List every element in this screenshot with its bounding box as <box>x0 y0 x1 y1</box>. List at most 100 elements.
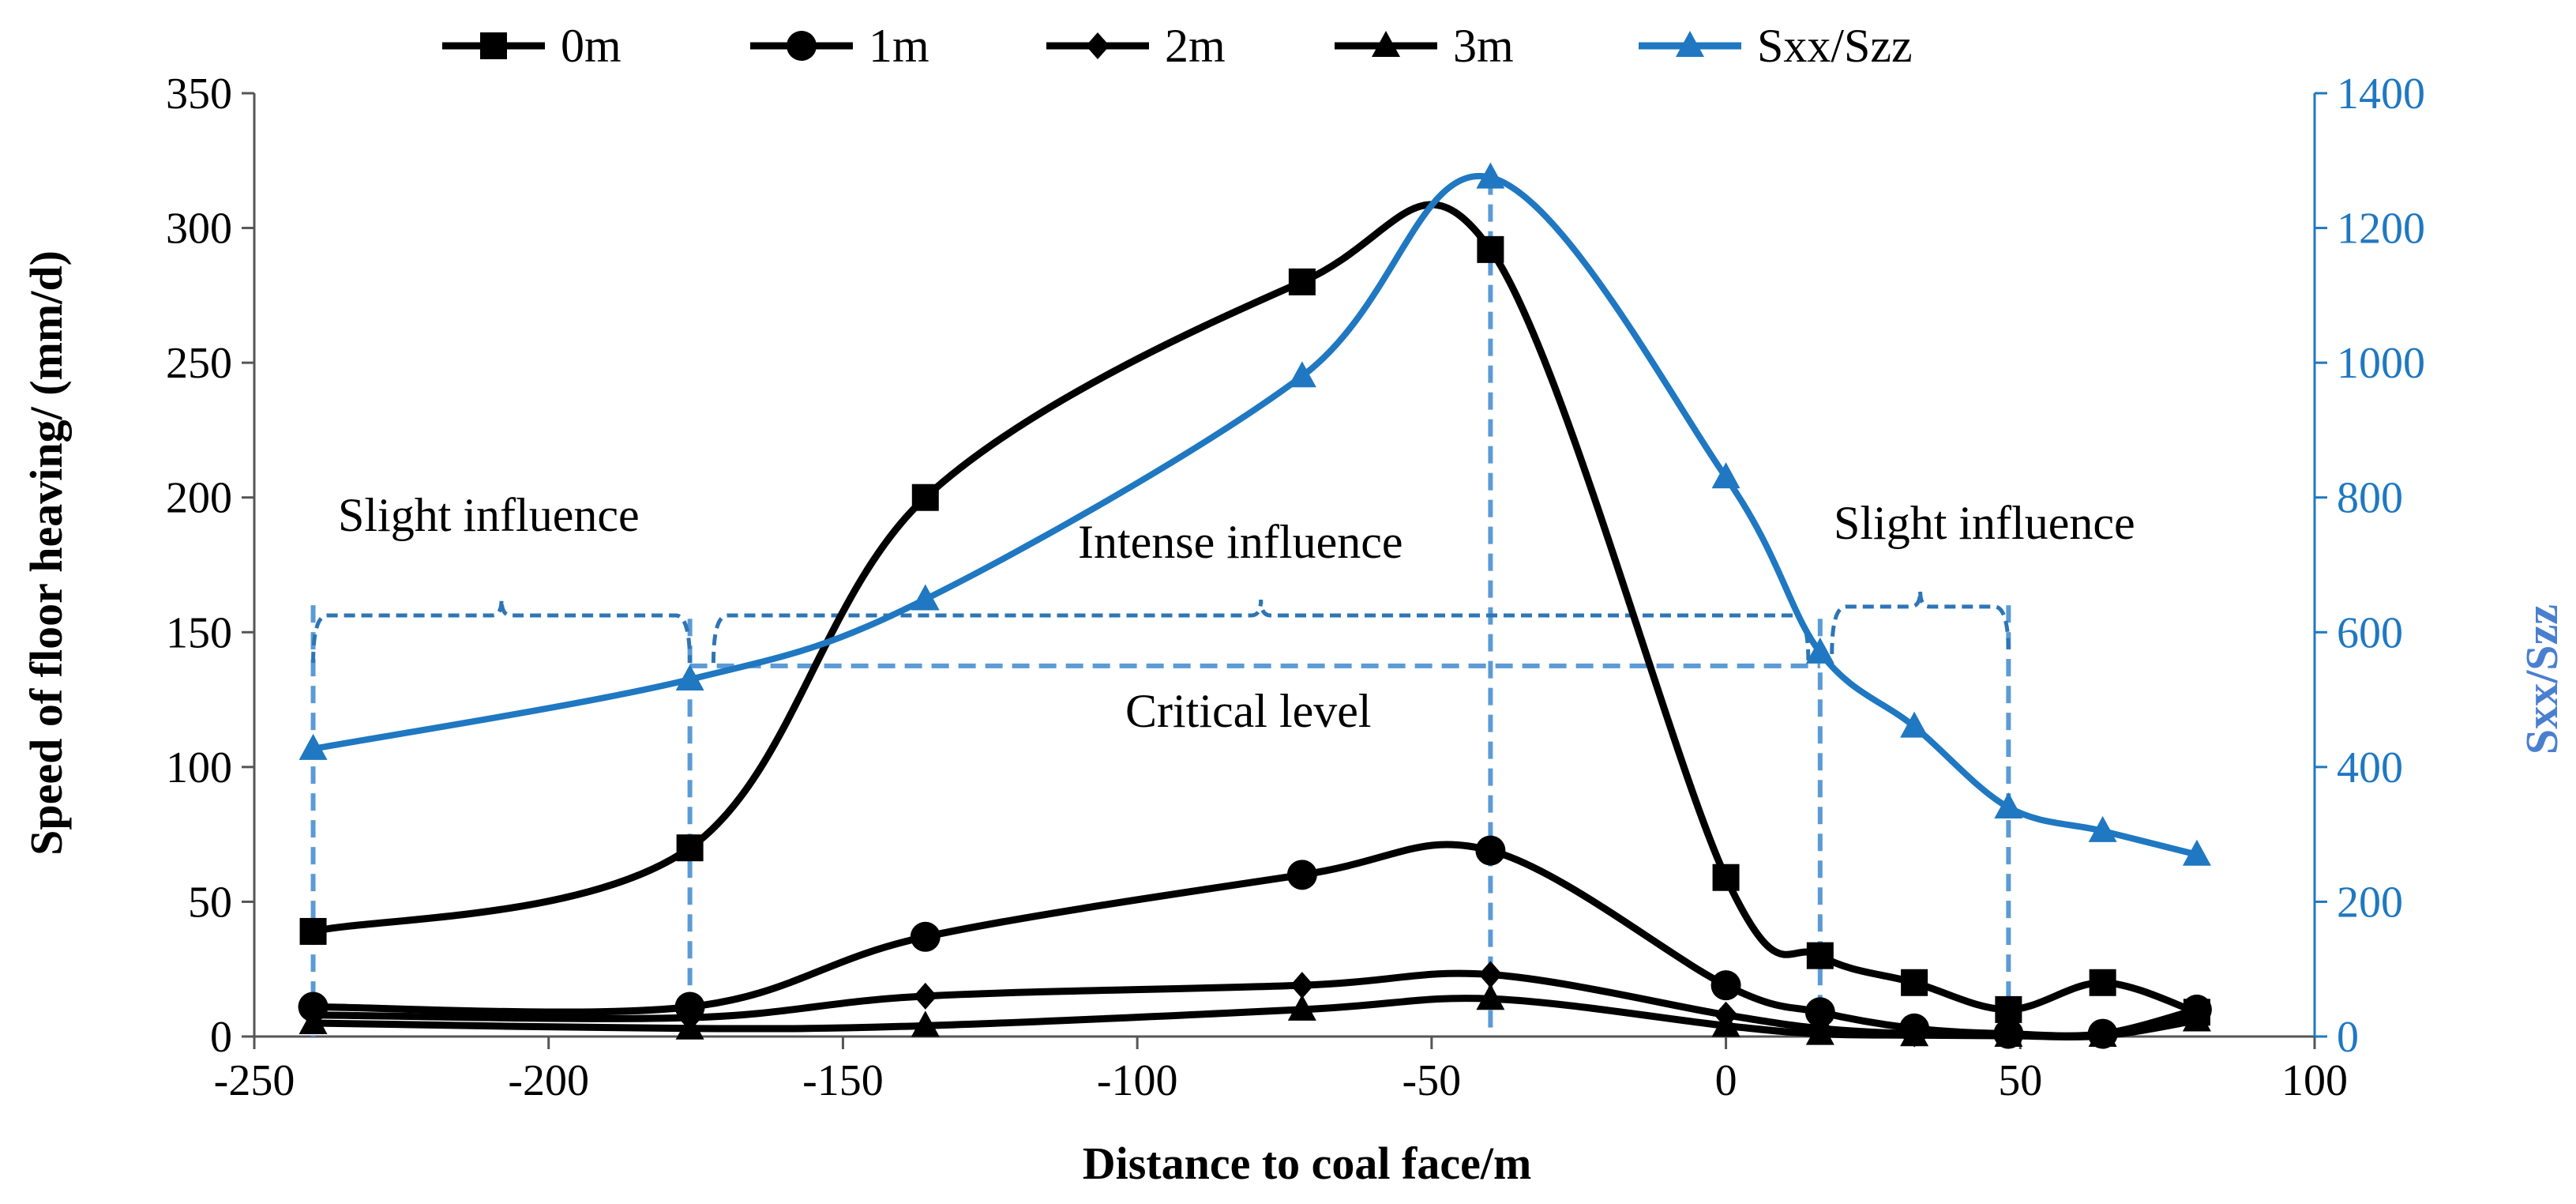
legend-marker <box>1086 32 1110 59</box>
y2-tick-label: 1200 <box>2337 205 2425 254</box>
axes-layer: -250 -200 -150 -100 -50 0 50 100050100150200250… <box>166 70 2425 1105</box>
data-point <box>675 1013 704 1040</box>
x-tick-label: -100 <box>1097 1056 1178 1105</box>
x-tick-label: -200 <box>508 1056 589 1105</box>
annotations-layer: Slight influence Intense influence Sligh… <box>338 489 2135 737</box>
data-point <box>1710 970 1741 1001</box>
legend-item: Sxx/Szz <box>1639 20 1913 72</box>
legend-label: 1m <box>869 20 929 72</box>
data-point <box>910 921 941 952</box>
x-tick-label: 100 <box>2281 1056 2348 1105</box>
series-line <box>312 201 2199 1016</box>
data-point <box>1711 462 1740 489</box>
data-point <box>911 483 939 511</box>
annotation-slight-influence-left: Slight influence <box>338 489 640 541</box>
data-point <box>1478 961 1503 988</box>
legend-item: 2m <box>1046 20 1226 72</box>
y-tick-label: 250 <box>166 339 232 388</box>
y-axis-title: Speed of floor heaving/ (mm/d) <box>21 250 72 856</box>
x-axis-title: Distance to coal face/m <box>1083 1138 1532 1189</box>
annotation-slight-influence-right: Slight influence <box>1834 497 2135 549</box>
x-tick-label: -150 <box>802 1056 884 1105</box>
legend-label: 3m <box>1453 20 1514 72</box>
data-point <box>913 982 937 1010</box>
legend-marker <box>787 31 817 61</box>
data-point <box>911 584 940 611</box>
y-tick-label: 200 <box>166 474 232 523</box>
series-sxxszz <box>299 162 2211 866</box>
data-point <box>1900 1020 1929 1047</box>
data-point <box>299 917 327 945</box>
data-point <box>299 1007 328 1034</box>
y-tick-label: 150 <box>166 608 232 657</box>
legend-item: 3m <box>1335 20 1514 72</box>
data-point <box>1994 1020 2023 1047</box>
influence-brace <box>311 599 693 663</box>
data-point <box>1287 361 1316 388</box>
series-0m <box>299 201 2210 1026</box>
y2-axis-title: Sxx/Szz <box>2516 604 2567 754</box>
data-point <box>2088 815 2117 842</box>
y2-tick-label: 400 <box>2337 743 2403 792</box>
series-layer <box>298 162 2212 1049</box>
data-point <box>1475 835 1506 866</box>
x-tick-label: -250 <box>214 1056 295 1105</box>
data-point <box>675 664 704 690</box>
influence-brace <box>1830 590 2011 654</box>
annotation-critical-level: Critical level <box>1125 685 1372 737</box>
y-tick-label: 0 <box>210 1013 232 1062</box>
annotation-intense-influence: Intense influence <box>1078 516 1403 568</box>
data-point <box>1287 994 1316 1021</box>
series-line <box>312 172 2198 858</box>
series-3m <box>299 984 2211 1047</box>
x-tick-label: -50 <box>1403 1056 1462 1105</box>
data-point <box>1290 972 1314 999</box>
data-point <box>1286 860 1317 890</box>
legend-label: Sxx/Szz <box>1757 20 1913 72</box>
y2-tick-label: 0 <box>2337 1013 2359 1062</box>
data-point <box>1805 1018 1834 1045</box>
y-tick-label: 350 <box>166 70 232 119</box>
legend-marker <box>480 32 507 59</box>
legend-label: 2m <box>1165 20 1226 72</box>
data-point <box>1805 637 1834 664</box>
legend-marker <box>1372 31 1400 57</box>
reference-lines-layer <box>310 177 2011 1037</box>
data-point <box>1288 268 1316 295</box>
y2-tick-label: 1400 <box>2337 70 2425 119</box>
y2-tick-label: 800 <box>2337 474 2403 523</box>
data-point <box>2182 839 2211 866</box>
data-point <box>676 834 704 862</box>
data-point <box>1711 1010 1740 1037</box>
data-point <box>911 1010 940 1037</box>
x-tick-label: 0 <box>1715 1056 1737 1105</box>
data-point <box>1901 969 1928 996</box>
legend-marker <box>1676 31 1704 57</box>
legend-item: 0m <box>442 20 621 72</box>
legend-label: 0m <box>561 20 621 72</box>
legend: 0m 1m 2m 3m Sxx/Szz <box>442 20 1913 72</box>
series-line <box>313 841 2199 1040</box>
data-point <box>1804 997 1835 1028</box>
y2-tick-label: 600 <box>2337 608 2403 657</box>
y-tick-label: 100 <box>166 743 232 792</box>
y-tick-label: 50 <box>188 878 232 927</box>
data-point <box>2089 969 2116 996</box>
data-point <box>1995 995 2022 1023</box>
data-point <box>1712 863 1740 891</box>
data-point <box>1900 711 1929 738</box>
x-tick-label: 50 <box>1998 1056 2042 1105</box>
legend-item: 1m <box>750 20 929 72</box>
data-point <box>2088 1020 2117 1047</box>
data-point <box>1994 792 2023 819</box>
data-point <box>1477 235 1504 263</box>
y2-tick-label: 200 <box>2337 878 2403 927</box>
data-point <box>1476 162 1505 189</box>
data-point <box>1806 942 1834 969</box>
data-point <box>2182 1005 2211 1032</box>
data-point <box>1476 984 1505 1010</box>
y2-tick-label: 1000 <box>2337 339 2425 388</box>
data-point <box>299 733 328 760</box>
y-tick-label: 300 <box>166 205 232 254</box>
